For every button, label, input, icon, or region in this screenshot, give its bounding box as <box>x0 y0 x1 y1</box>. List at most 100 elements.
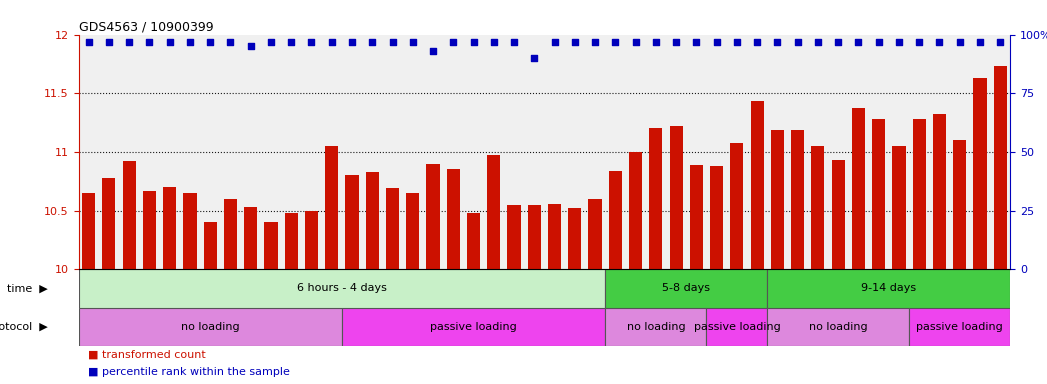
Text: 6 hours - 4 days: 6 hours - 4 days <box>297 283 386 293</box>
Point <box>404 38 421 45</box>
Point <box>202 38 219 45</box>
Bar <box>326 146 338 269</box>
Point <box>181 38 198 45</box>
Point <box>668 38 685 45</box>
Point <box>101 38 117 45</box>
Bar <box>224 199 237 269</box>
Bar <box>909 308 1010 346</box>
Bar <box>767 308 909 346</box>
Bar <box>994 66 1007 269</box>
Point <box>768 38 785 45</box>
Bar <box>122 161 136 269</box>
Bar <box>163 187 176 269</box>
Point <box>445 38 462 45</box>
Point <box>688 38 705 45</box>
Bar <box>305 210 318 269</box>
Bar <box>605 308 707 346</box>
Bar <box>447 169 460 269</box>
Bar <box>690 165 703 269</box>
Text: protocol  ▶: protocol ▶ <box>0 322 48 332</box>
Point <box>465 38 482 45</box>
Bar <box>953 140 966 269</box>
Bar <box>386 188 399 269</box>
Text: no loading: no loading <box>809 322 868 332</box>
Point <box>789 38 806 45</box>
Bar <box>731 142 743 269</box>
Point <box>992 38 1008 45</box>
Point <box>911 38 928 45</box>
Bar <box>528 205 541 269</box>
Bar <box>548 204 561 269</box>
Bar <box>103 178 115 269</box>
Point <box>952 38 968 45</box>
Bar <box>707 308 767 346</box>
Bar <box>649 128 663 269</box>
Bar <box>751 101 763 269</box>
Text: time  ▶: time ▶ <box>7 283 48 293</box>
Bar <box>244 207 258 269</box>
Text: no loading: no loading <box>626 322 685 332</box>
Point <box>425 48 442 54</box>
Bar <box>569 208 581 269</box>
Bar <box>913 119 926 269</box>
Text: 5-8 days: 5-8 days <box>663 283 710 293</box>
Point <box>708 38 725 45</box>
Point <box>547 38 563 45</box>
Text: passive loading: passive loading <box>430 322 517 332</box>
Point <box>506 38 522 45</box>
Point <box>627 38 644 45</box>
Bar <box>508 205 520 269</box>
Text: ■ percentile rank within the sample: ■ percentile rank within the sample <box>88 367 290 377</box>
Point <box>242 43 259 50</box>
Bar <box>82 193 95 269</box>
Bar <box>831 160 845 269</box>
Bar <box>852 109 865 269</box>
Point <box>141 38 158 45</box>
Point <box>343 38 360 45</box>
Point <box>891 38 908 45</box>
Bar <box>933 114 946 269</box>
Bar <box>767 269 1010 308</box>
Bar <box>79 269 1010 328</box>
Bar <box>406 193 420 269</box>
Point <box>830 38 847 45</box>
Bar <box>467 213 481 269</box>
Point <box>81 38 97 45</box>
Point <box>972 38 988 45</box>
Bar <box>669 126 683 269</box>
Bar <box>811 146 824 269</box>
Point <box>729 38 745 45</box>
Point <box>809 38 826 45</box>
Bar <box>79 269 605 308</box>
Text: GDS4563 / 10900399: GDS4563 / 10900399 <box>79 20 214 33</box>
Point <box>586 38 603 45</box>
Point <box>364 38 381 45</box>
Bar <box>487 156 500 269</box>
Point <box>222 38 239 45</box>
Point <box>120 38 137 45</box>
Point <box>303 38 319 45</box>
Bar <box>142 190 156 269</box>
Bar <box>710 166 723 269</box>
Point <box>749 38 765 45</box>
Bar <box>771 130 784 269</box>
Point <box>384 38 401 45</box>
Bar <box>265 222 277 269</box>
Point <box>566 38 583 45</box>
Bar <box>365 172 379 269</box>
Bar <box>605 269 767 308</box>
Bar <box>872 119 886 269</box>
Bar <box>588 199 602 269</box>
Point <box>647 38 664 45</box>
Point <box>161 38 178 45</box>
Point <box>526 55 542 61</box>
Point <box>283 38 299 45</box>
Bar <box>203 222 217 269</box>
Bar <box>629 152 642 269</box>
Text: ■ transformed count: ■ transformed count <box>88 349 205 359</box>
Bar <box>183 193 197 269</box>
Point <box>931 38 948 45</box>
Text: 9-14 days: 9-14 days <box>862 283 916 293</box>
Point <box>486 38 503 45</box>
Point <box>324 38 340 45</box>
